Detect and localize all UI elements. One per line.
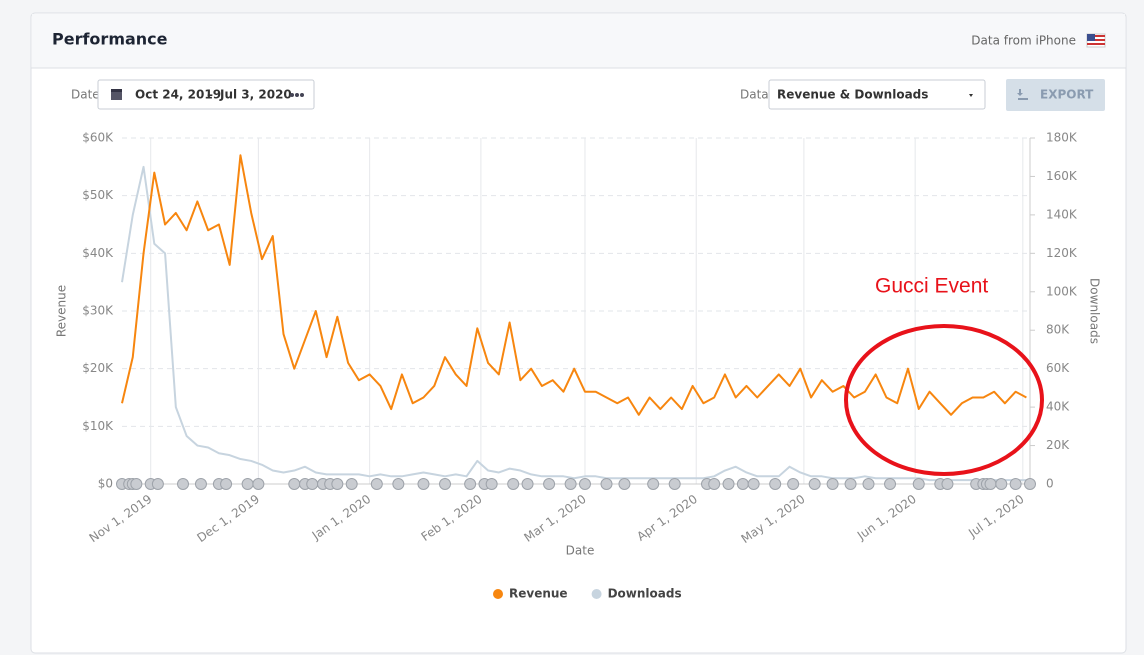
flag-icon <box>1086 33 1106 48</box>
data-select[interactable] <box>768 79 986 110</box>
event-marker <box>862 478 875 490</box>
event-marker <box>439 478 452 490</box>
event-marker <box>844 478 857 490</box>
event-marker <box>578 478 591 490</box>
event-marker <box>464 478 477 490</box>
header-title: Performance <box>52 30 168 49</box>
event-marker <box>521 478 534 490</box>
event-marker <box>722 478 735 490</box>
legend-swatch <box>493 589 503 599</box>
event-marker <box>826 478 839 490</box>
event-marker <box>417 478 430 490</box>
date-sep: – <box>207 88 213 102</box>
event-marker <box>708 478 721 490</box>
date-end: Jul 3, 2020 <box>219 88 292 102</box>
y-axis-title: Revenue <box>55 285 69 337</box>
legend-label: Downloads <box>608 587 682 601</box>
event-marker <box>241 478 254 490</box>
event-marker <box>736 478 749 490</box>
event-marker <box>618 478 631 490</box>
dropdown-arrow <box>969 94 973 97</box>
event-marker <box>543 478 556 490</box>
event-marker <box>392 478 405 490</box>
data-value: Revenue & Downloads <box>777 88 928 102</box>
date-picker[interactable] <box>97 79 315 110</box>
y2-tick-label: 160K <box>1046 169 1078 183</box>
export-icon <box>1017 89 1028 100</box>
y2-tick-label: 40K <box>1046 400 1070 414</box>
y-tick-label: $50K <box>82 188 114 202</box>
event-marker <box>130 478 143 490</box>
event-marker <box>600 478 613 490</box>
event-marker <box>984 478 997 490</box>
date-label: Date: <box>71 88 104 102</box>
y2-axis-title: Downloads <box>1088 278 1102 344</box>
y-tick-label: $10K <box>82 419 114 433</box>
card <box>30 12 1127 654</box>
y2-tick-label: 180K <box>1046 131 1078 145</box>
event-marker <box>288 478 301 490</box>
event-marker <box>668 478 681 490</box>
date-start: Oct 24, 2019 <box>135 88 221 102</box>
event-marker <box>808 478 821 490</box>
event-marker <box>194 478 207 490</box>
series-line <box>121 165 1027 482</box>
data-label: Data: <box>740 88 773 102</box>
event-marker <box>151 478 164 490</box>
y-tick-label: $0 <box>98 477 113 491</box>
event-marker <box>1009 478 1022 490</box>
export-text: EXPORT <box>1040 88 1094 102</box>
legend: Revenue Downloads <box>493 587 682 601</box>
event-marker <box>331 478 344 490</box>
header-source: Data from iPhone <box>971 34 1076 48</box>
event-marker <box>220 478 233 490</box>
legend-swatch <box>591 589 602 599</box>
event-marker <box>995 478 1008 490</box>
event-marker <box>884 478 897 490</box>
y-tick-label: $30K <box>82 304 114 318</box>
highlight-ellipse <box>844 324 1044 476</box>
event-marker <box>647 478 660 490</box>
event-marker <box>306 478 319 490</box>
event-marker <box>485 478 498 490</box>
event-marker <box>370 478 383 490</box>
y-tick-label: $40K <box>82 246 114 260</box>
y2-tick-label: 140K <box>1046 207 1078 221</box>
x-axis-title: Date <box>566 544 595 558</box>
event-marker <box>252 478 265 490</box>
y2-tick-label: 20K <box>1046 438 1070 452</box>
more-icon[interactable] <box>290 93 304 97</box>
card-header <box>32 14 1125 68</box>
event-marker <box>1024 478 1036 490</box>
legend-label: Revenue <box>509 587 568 601</box>
y2-tick-label: 80K <box>1046 323 1070 337</box>
y2-tick-label: 100K <box>1046 284 1078 298</box>
event-marker <box>177 478 190 490</box>
y2-tick-label: 0 <box>1046 477 1054 491</box>
event-marker <box>747 478 760 490</box>
export-button[interactable] <box>1006 79 1105 111</box>
event-marker <box>941 478 954 490</box>
y2-tick-label: 120K <box>1046 246 1078 260</box>
event-marker <box>912 478 925 490</box>
event-marker <box>769 478 782 490</box>
annotation: Gucci Event <box>875 275 988 298</box>
event-marker <box>564 478 577 490</box>
event-marker <box>507 478 520 490</box>
event-marker <box>345 478 358 490</box>
y-tick-label: $60K <box>82 131 114 145</box>
y2-tick-label: 60K <box>1046 361 1070 375</box>
event-marker <box>787 478 800 490</box>
series-line <box>121 154 1027 416</box>
calendar-icon <box>111 89 122 100</box>
y-tick-label: $20K <box>82 361 114 375</box>
